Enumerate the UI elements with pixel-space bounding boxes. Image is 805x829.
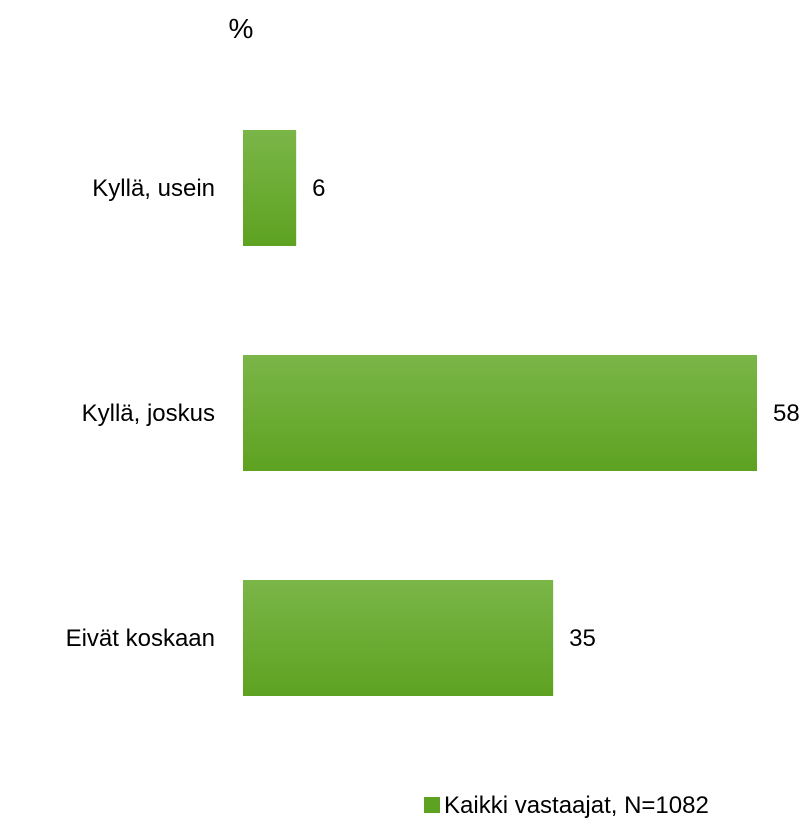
legend-label: Kaikki vastaajat, N=1082 — [444, 792, 709, 819]
data-label-0: 6 — [312, 175, 325, 202]
bar-1 — [243, 355, 757, 471]
category-label-0: Kyllä, usein — [92, 175, 215, 202]
legend-swatch — [424, 797, 440, 813]
bar-0 — [243, 130, 297, 246]
legend: Kaikki vastaajat, N=1082 — [424, 792, 709, 819]
unit-label: % — [229, 13, 254, 44]
data-label-1: 58 — [773, 400, 800, 427]
category-label-2: Eivät koskaan — [66, 625, 215, 652]
bar-2 — [243, 580, 554, 696]
data-label-2: 35 — [569, 625, 596, 652]
bars-layer: Kyllä, usein 6 Kyllä, joskus 58 Eivät koskaa… — [66, 130, 800, 696]
category-label-1: Kyllä, joskus — [82, 400, 215, 427]
